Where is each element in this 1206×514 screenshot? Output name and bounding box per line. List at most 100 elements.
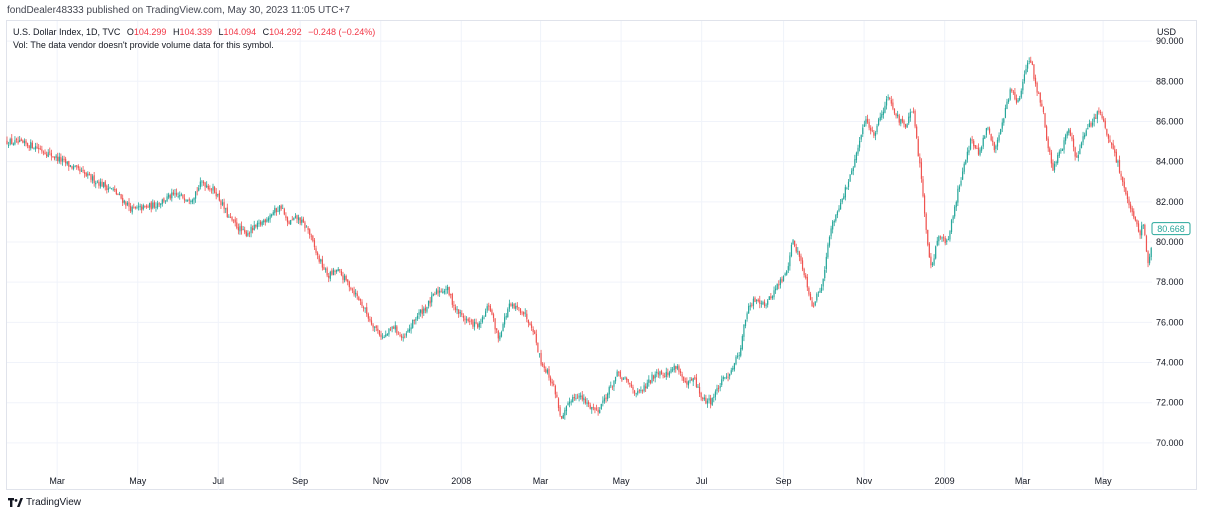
- candle-body: [1107, 134, 1110, 139]
- candle-body: [293, 217, 295, 220]
- candle-body: [735, 356, 737, 365]
- candle-body: [401, 335, 403, 338]
- candle-body: [245, 231, 247, 236]
- candle-body: [1009, 89, 1011, 100]
- symbol-title[interactable]: U.S. Dollar Index, 1D, TVC: [13, 27, 121, 37]
- candle-body: [343, 275, 346, 281]
- candle-body: [876, 125, 878, 132]
- candle-body: [79, 168, 81, 172]
- candle-body: [68, 161, 70, 167]
- candle-body: [214, 187, 216, 193]
- candle-body: [984, 136, 986, 139]
- x-tick-label: 2008: [451, 476, 471, 486]
- candle-body: [175, 192, 178, 196]
- candle-body: [304, 222, 306, 229]
- candle-body: [115, 189, 117, 195]
- y-tick-label: 88.000: [1156, 76, 1184, 86]
- candle-body: [1053, 163, 1056, 171]
- candle-body: [711, 397, 713, 406]
- candle-body: [673, 365, 675, 370]
- candle-body: [429, 300, 431, 304]
- candle-body: [717, 387, 720, 389]
- candle-body: [71, 166, 73, 169]
- candle-body: [614, 376, 617, 382]
- candle-body: [1120, 173, 1122, 177]
- open-label: O: [126, 27, 134, 37]
- candle-body: [749, 305, 751, 307]
- candle-body: [275, 208, 278, 212]
- candle-body: [530, 324, 533, 328]
- candle-body: [456, 309, 458, 311]
- footer[interactable]: TradingView: [8, 497, 81, 508]
- candle-body: [767, 300, 769, 305]
- candle-body: [252, 228, 254, 231]
- candle-body: [698, 387, 701, 394]
- candle-body: [454, 307, 457, 310]
- candle-body: [830, 228, 832, 237]
- candle-body: [426, 306, 428, 312]
- candle-body: [950, 220, 953, 232]
- candle-body: [993, 142, 995, 151]
- candle-body: [1101, 114, 1103, 119]
- candle-body: [483, 317, 485, 319]
- candle-body: [507, 309, 509, 317]
- candle-body: [478, 322, 480, 328]
- candle-body: [733, 363, 736, 370]
- candle-body: [442, 291, 444, 294]
- x-tick-label: Jul: [213, 476, 225, 486]
- candle-body: [61, 158, 64, 162]
- candle-body: [730, 370, 732, 374]
- candle-body: [781, 279, 783, 282]
- candle-body: [797, 250, 799, 252]
- candle-body: [1125, 187, 1127, 195]
- candle-body: [272, 212, 274, 215]
- candle-body: [570, 401, 572, 403]
- candle-body: [226, 207, 228, 217]
- candle-body: [153, 202, 155, 208]
- candle-body: [362, 307, 365, 309]
- candle-body: [580, 395, 582, 397]
- candle-body: [187, 199, 189, 201]
- candle-body: [58, 156, 60, 162]
- candle-body: [133, 207, 135, 209]
- candle-body: [897, 114, 899, 117]
- candle-body: [179, 195, 181, 197]
- candle-body: [722, 377, 724, 379]
- candle-body: [389, 329, 392, 331]
- candle-body: [784, 273, 786, 276]
- candle-body: [1068, 129, 1070, 133]
- candle-body: [513, 303, 515, 309]
- candle-body: [231, 216, 233, 221]
- candle-body: [686, 381, 688, 385]
- candle-body: [895, 113, 897, 116]
- publish-line: fondDealer48333 published on TradingView…: [7, 5, 350, 16]
- candle-body: [806, 277, 808, 288]
- candle-body: [1090, 122, 1092, 127]
- candle-body: [1058, 151, 1060, 156]
- candle-body: [502, 324, 504, 332]
- candle-body: [695, 377, 697, 387]
- candle-body: [808, 287, 810, 295]
- candle-body: [291, 219, 293, 221]
- candle-body: [274, 207, 276, 214]
- candle-body: [527, 320, 529, 324]
- candle-body: [169, 195, 171, 199]
- candle-body: [754, 297, 756, 302]
- candle-body: [496, 328, 498, 331]
- candle-body: [873, 131, 875, 136]
- candle-body: [971, 139, 973, 141]
- candle-body: [492, 314, 495, 318]
- candle-body: [820, 287, 823, 291]
- candle-body: [798, 251, 800, 257]
- candle-body: [112, 188, 114, 190]
- candle-body: [256, 222, 258, 228]
- candle-body: [516, 305, 518, 308]
- candle-body: [952, 216, 954, 220]
- candle-body: [825, 256, 827, 270]
- candle-body: [925, 213, 927, 230]
- y-tick-label: 78.000: [1156, 277, 1184, 287]
- candle-body: [916, 126, 918, 138]
- candle-body: [1133, 211, 1135, 218]
- candle-body: [72, 166, 75, 169]
